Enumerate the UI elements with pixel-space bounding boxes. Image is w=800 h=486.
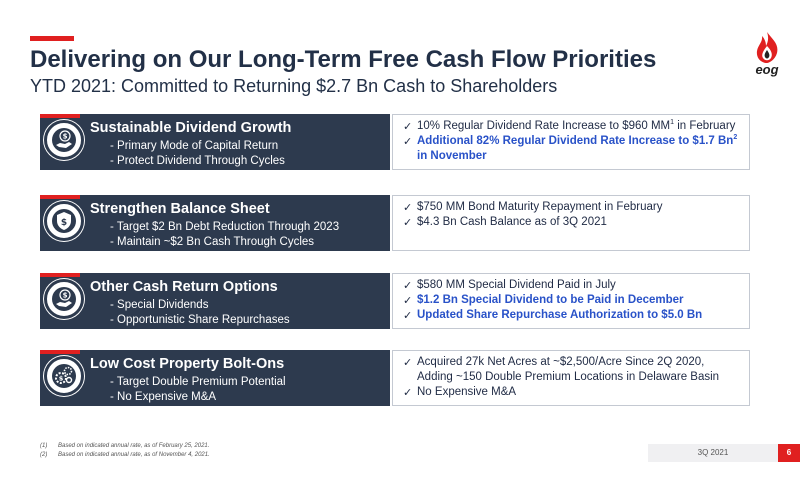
page-number: 6 [778, 444, 800, 462]
priority-bullets: Primary Mode of Capital ReturnProtect Di… [110, 139, 285, 169]
priority-heading: Other Cash Return Options [90, 279, 278, 295]
bullet-item: Special Dividends [110, 298, 290, 313]
logo-wordmark: eog [755, 62, 779, 77]
bullet-item: Opportunistic Share Repurchases [110, 313, 290, 328]
results-box: 10% Regular Dividend Rate Increase to $9… [392, 114, 750, 170]
panel-accent [40, 195, 80, 199]
gears-dollar-icon: $ [44, 356, 84, 396]
flame-logo-icon [756, 32, 778, 63]
bullet-item: Protect Dividend Through Cycles [110, 154, 285, 169]
footnote-1: (1) Based on indicated annual rate, as of… [40, 443, 210, 449]
bullet-item: Primary Mode of Capital Return [110, 139, 285, 154]
check-item: Acquired 27k Net Acres at ~$2,500/Acre S… [403, 355, 741, 385]
check-item: 10% Regular Dividend Rate Increase to $9… [403, 119, 741, 134]
panel-accent [40, 273, 80, 277]
check-item: $1.2 Bn Special Dividend to be Paid in D… [403, 293, 741, 308]
priority-panel: $ Low Cost Property Bolt-Ons Target Doub… [40, 350, 390, 406]
check-item: No Expensive M&A [403, 385, 741, 400]
priority-heading: Strengthen Balance Sheet [90, 201, 270, 217]
results-box: $580 MM Special Dividend Paid in July$1.… [392, 273, 750, 329]
priority-bullets: Target Double Premium PotentialNo Expens… [110, 375, 286, 405]
priority-bullets: Target $2 Bn Debt Reduction Through 2023… [110, 220, 339, 250]
check-item: Updated Share Repurchase Authorization t… [403, 308, 741, 323]
page-subtitle: YTD 2021: Committed to Returning $2.7 Bn… [30, 76, 558, 96]
check-item: Additional 82% Regular Dividend Rate Inc… [403, 134, 741, 164]
title-accent-bar [30, 36, 74, 41]
bullet-item: No Expensive M&A [110, 390, 286, 405]
money-hand-icon: $ [44, 120, 84, 160]
priority-bullets: Special DividendsOpportunistic Share Rep… [110, 298, 290, 328]
panel-accent [40, 114, 80, 118]
priority-row: $ Sustainable Dividend Growth Primary Mo… [40, 114, 750, 170]
priority-row: $ Other Cash Return Options Special Divi… [40, 273, 750, 329]
check-item: $4.3 Bn Cash Balance as of 3Q 2021 [403, 215, 741, 230]
footnote-2: (2) Based on indicated annual rate, as of… [40, 452, 210, 458]
panel-accent [40, 350, 80, 354]
priority-panel: $ Other Cash Return Options Special Divi… [40, 273, 390, 329]
bullet-item: Target Double Premium Potential [110, 375, 286, 390]
results-box: Acquired 27k Net Acres at ~$2,500/Acre S… [392, 350, 750, 406]
eog-logo: eog [747, 30, 787, 80]
bullet-item: Target $2 Bn Debt Reduction Through 2023 [110, 220, 339, 235]
shield-dollar-icon: $ [44, 201, 84, 241]
page-title: Delivering on Our Long-Term Free Cash Fl… [30, 46, 657, 73]
svg-text:$: $ [63, 133, 68, 141]
money-hand-icon: $ [44, 279, 84, 319]
svg-text:$: $ [59, 375, 64, 383]
results-box: $750 MM Bond Maturity Repayment in Febru… [392, 195, 750, 251]
bullet-item: Maintain ~$2 Bn Cash Through Cycles [110, 235, 339, 250]
priority-row: $ Strengthen Balance Sheet Target $2 Bn … [40, 195, 750, 251]
footnotes: (1) Based on indicated annual rate, as of… [40, 442, 210, 460]
priority-panel: $ Sustainable Dividend Growth Primary Mo… [40, 114, 390, 170]
svg-text:$: $ [61, 218, 67, 228]
svg-text:$: $ [63, 292, 68, 300]
period-label: 3Q 2021 [648, 444, 778, 462]
priority-heading: Sustainable Dividend Growth [90, 120, 292, 136]
check-item: $580 MM Special Dividend Paid in July [403, 278, 741, 293]
priority-panel: $ Strengthen Balance Sheet Target $2 Bn … [40, 195, 390, 251]
check-item: $750 MM Bond Maturity Repayment in Febru… [403, 200, 741, 215]
priority-row: $ Low Cost Property Bolt-Ons Target Doub… [40, 350, 750, 406]
priority-heading: Low Cost Property Bolt-Ons [90, 356, 285, 372]
